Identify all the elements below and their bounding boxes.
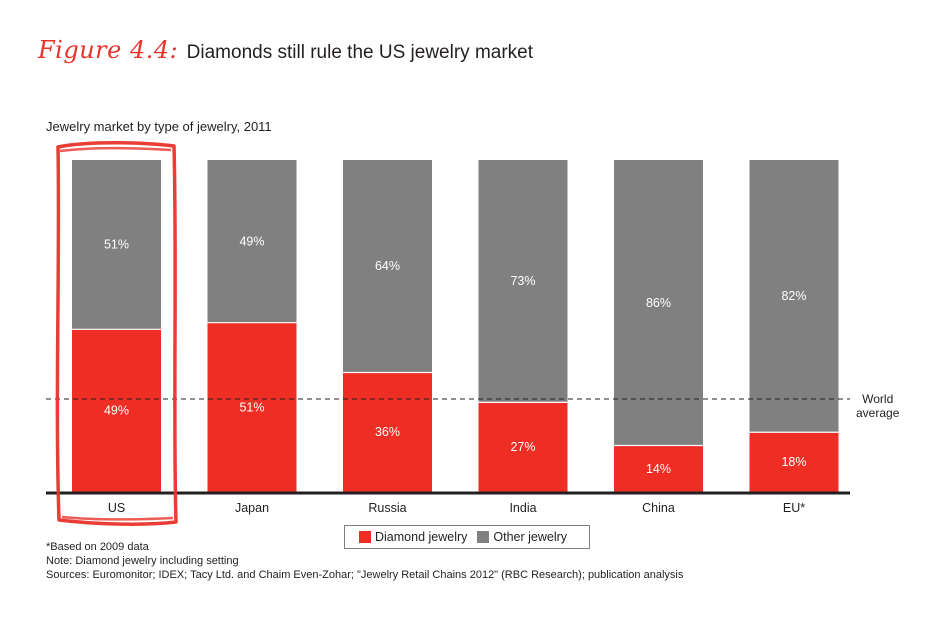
x-tick-eu: EU*: [783, 501, 805, 515]
figure-label: Figure 4.4:: [38, 36, 179, 64]
label-diamond-eu: 18%: [781, 455, 806, 469]
label-diamond-china: 14%: [646, 462, 671, 476]
x-tick-us: US: [108, 501, 125, 515]
bar-diamond-japan: [207, 322, 297, 492]
figure-title-text: Diamonds still rule the US jewelry marke…: [186, 42, 534, 63]
bar-other-eu: [749, 160, 839, 433]
chart-subtitle: Jewelry market by type of jewelry, 2011: [46, 119, 272, 134]
label-diamond-us: 49%: [104, 404, 129, 418]
chart-legend: Diamond jewelry Other jewelry: [344, 525, 590, 549]
bar-other-us: [72, 160, 161, 330]
x-tick-china: China: [642, 501, 675, 515]
figure-title: Figure 4.4: Diamonds still rule the US j…: [38, 36, 533, 64]
highlight-us-stroke-top: [59, 146, 172, 153]
bar-other-japan: [207, 160, 297, 323]
footnote-note: Note: Diamond jewelry including setting: [46, 555, 239, 567]
label-diamond-russia: 36%: [375, 425, 400, 439]
bar-other-india: [478, 160, 568, 403]
bar-diamond-eu: [749, 432, 839, 492]
world-average-label: World average: [856, 392, 899, 420]
world-average-label-line2: average: [856, 406, 900, 420]
label-other-india: 73%: [510, 274, 535, 288]
label-other-japan: 49%: [239, 234, 264, 248]
legend-label-other: Other jewelry: [493, 530, 568, 544]
bar-diamond-india: [478, 402, 568, 492]
bar-diamond-russia: [343, 372, 432, 492]
label-other-us: 51%: [104, 238, 129, 252]
legend-swatch-diamond: [359, 531, 371, 543]
label-other-russia: 64%: [375, 259, 400, 273]
bar-diamond-china: [614, 445, 703, 492]
bar-other-russia: [343, 160, 432, 373]
legend-label-diamond: Diamond jewelry: [375, 530, 468, 544]
legend-item-diamond: Diamond jewelry: [359, 530, 467, 544]
x-tick-russia: Russia: [368, 501, 406, 515]
legend-swatch-other: [477, 531, 490, 543]
footnote-based-on: *Based on 2009 data: [46, 541, 149, 553]
footnote-sources: Sources: Euromonitor; IDEX; Tacy Ltd. an…: [46, 569, 684, 581]
world-average-label-line1: World: [862, 392, 894, 406]
label-diamond-japan: 51%: [239, 400, 264, 414]
legend-item-other: Other jewelry: [477, 530, 567, 544]
label-diamond-india: 27%: [510, 440, 535, 454]
x-tick-japan: Japan: [235, 501, 269, 515]
bar-diamond-us: [72, 329, 161, 492]
label-other-eu: 82%: [781, 289, 806, 303]
bar-other-china: [614, 160, 703, 446]
highlight-us-stroke-bottom: [61, 515, 174, 521]
x-tick-india: India: [509, 501, 536, 515]
footnotes: *Based on 2009 data Note: Diamond jewelr…: [46, 540, 683, 582]
label-other-china: 86%: [646, 296, 671, 310]
highlight-us-outline: [55, 140, 178, 526]
